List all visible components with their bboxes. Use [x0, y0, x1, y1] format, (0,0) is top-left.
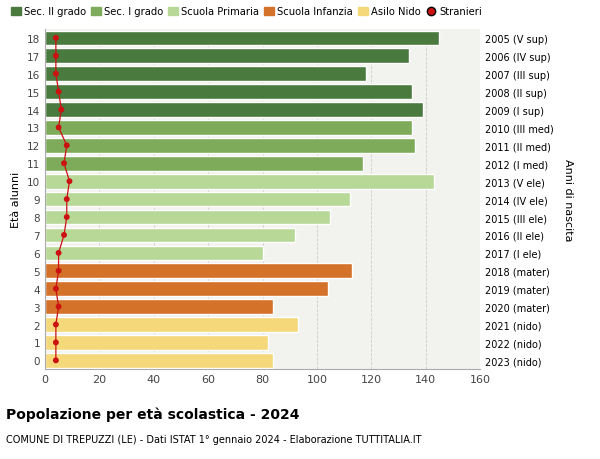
Point — [56, 106, 66, 114]
Bar — [45, 264, 352, 279]
Bar — [45, 67, 366, 82]
Bar — [45, 336, 268, 350]
Point — [51, 35, 61, 42]
Point — [51, 285, 61, 293]
Point — [54, 250, 64, 257]
Bar — [45, 353, 274, 368]
Point — [51, 339, 61, 347]
Point — [62, 196, 71, 203]
Bar — [45, 282, 328, 297]
Legend: Sec. II grado, Sec. I grado, Scuola Primaria, Scuola Infanzia, Asilo Nido, Stran: Sec. II grado, Sec. I grado, Scuola Prim… — [11, 7, 482, 17]
Point — [51, 53, 61, 60]
Bar — [45, 103, 423, 118]
Bar — [45, 210, 331, 225]
Bar — [45, 228, 295, 243]
Point — [62, 214, 71, 221]
Bar — [45, 121, 412, 135]
Bar — [45, 192, 349, 207]
Point — [51, 357, 61, 364]
Bar — [45, 32, 439, 46]
Bar — [45, 246, 263, 261]
Text: COMUNE DI TREPUZZI (LE) - Dati ISTAT 1° gennaio 2024 - Elaborazione TUTTITALIA.I: COMUNE DI TREPUZZI (LE) - Dati ISTAT 1° … — [6, 434, 421, 444]
Text: Popolazione per età scolastica - 2024: Popolazione per età scolastica - 2024 — [6, 406, 299, 421]
Bar — [45, 174, 434, 189]
Bar — [45, 85, 412, 100]
Bar — [45, 139, 415, 153]
Point — [65, 178, 74, 185]
Point — [59, 160, 69, 168]
Point — [54, 268, 64, 275]
Bar — [45, 300, 274, 314]
Bar — [45, 157, 363, 171]
Point — [51, 321, 61, 329]
Point — [54, 124, 64, 132]
Y-axis label: Anni di nascita: Anni di nascita — [563, 158, 573, 241]
Point — [51, 71, 61, 78]
Bar — [45, 318, 298, 332]
Bar — [45, 49, 409, 64]
Point — [62, 142, 71, 150]
Point — [59, 232, 69, 239]
Point — [54, 303, 64, 311]
Y-axis label: Età alunni: Età alunni — [11, 172, 22, 228]
Point — [54, 89, 64, 96]
